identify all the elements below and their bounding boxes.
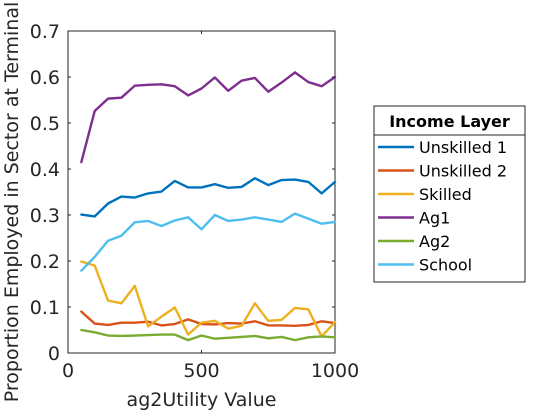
- series-line-ag2: [80, 328, 337, 342]
- y-tick-label: 0: [48, 343, 60, 365]
- y-tick-label: 0.4: [30, 159, 60, 181]
- y-axis: 0 0.1 0.2 0.3 0.4 0.5 0.6 0.7: [30, 21, 335, 365]
- plot-background: [68, 31, 335, 353]
- legend-label-ag2: Ag2: [419, 232, 450, 251]
- legend-label-skilled: Skilled: [419, 185, 472, 204]
- x-axis-label: ag2Utility Value: [127, 389, 277, 411]
- legend-label-school: School: [419, 256, 472, 275]
- y-tick-label: 0.1: [30, 297, 60, 319]
- y-tick-label: 0.3: [30, 205, 60, 227]
- series-line-ag1: [80, 71, 337, 164]
- series-line-school: [80, 212, 337, 272]
- y-tick-label: 0.5: [30, 113, 60, 135]
- series-line-unskilled-2: [80, 310, 337, 328]
- x-axis: 0 500 1000: [62, 31, 359, 382]
- legend: Income Layer Unskilled 1 Unskilled 2 Skill…: [373, 105, 526, 283]
- y-tick-label: 0.7: [30, 21, 60, 43]
- series-line-skilled: [80, 260, 337, 338]
- x-tick-label: 1000: [311, 360, 359, 382]
- legend-title: Income Layer: [389, 112, 510, 131]
- x-tick-label: 0: [62, 360, 74, 382]
- y-tick-label: 0.2: [30, 251, 60, 273]
- plot-area: [67, 30, 336, 354]
- legend-items: Unskilled 1 Unskilled 2 Skilled Ag1 Ag2 Schoo…: [378, 138, 507, 275]
- x-tick-label: 500: [183, 360, 219, 382]
- legend-label-ag1: Ag1: [419, 209, 450, 228]
- y-tick-label: 0.6: [30, 67, 60, 89]
- legend-label-unskilled-1: Unskilled 1: [419, 138, 507, 157]
- series-line-unskilled-1: [80, 176, 337, 218]
- series-layer: [80, 71, 337, 342]
- legend-label-unskilled-2: Unskilled 2: [419, 162, 507, 181]
- y-axis-label: Proportion Employed in Sector at Termina…: [1, 2, 23, 403]
